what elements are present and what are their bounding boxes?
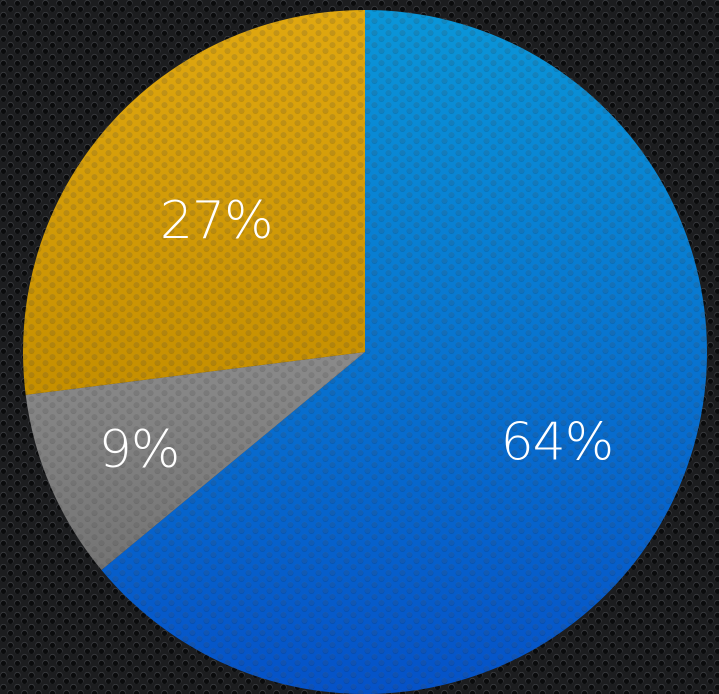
pie-slices (22, 10, 707, 694)
pie-labels: 64% 9% 27% (99, 191, 614, 480)
pie-slice-9pct (25, 352, 365, 570)
pie-slice-label: 27% (160, 191, 273, 251)
pie-slice-label: 9% (99, 420, 180, 480)
pie-slice-27pct (22, 10, 365, 395)
pie-slice-label: 64% (501, 412, 614, 472)
pie-slice-texture (22, 10, 365, 395)
pie-slice-texture (101, 10, 707, 694)
pie-slice-texture (25, 352, 365, 570)
pie-slice-64pct (101, 10, 707, 694)
